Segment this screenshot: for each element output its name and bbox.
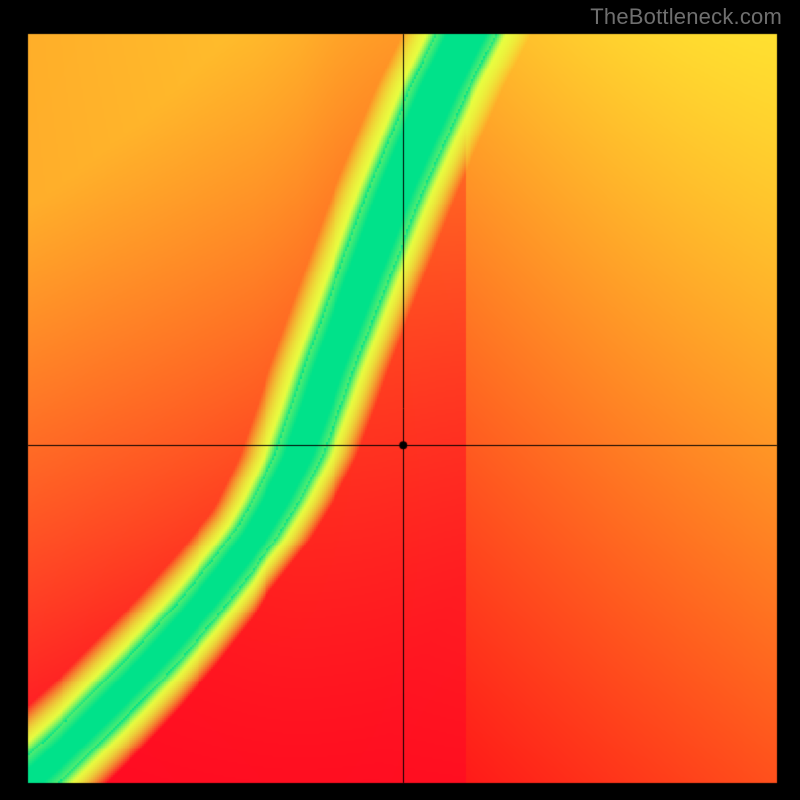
chart-container: TheBottleneck.com: [0, 0, 800, 800]
watermark-text: TheBottleneck.com: [590, 4, 782, 30]
crosshair-overlay: [0, 0, 800, 800]
